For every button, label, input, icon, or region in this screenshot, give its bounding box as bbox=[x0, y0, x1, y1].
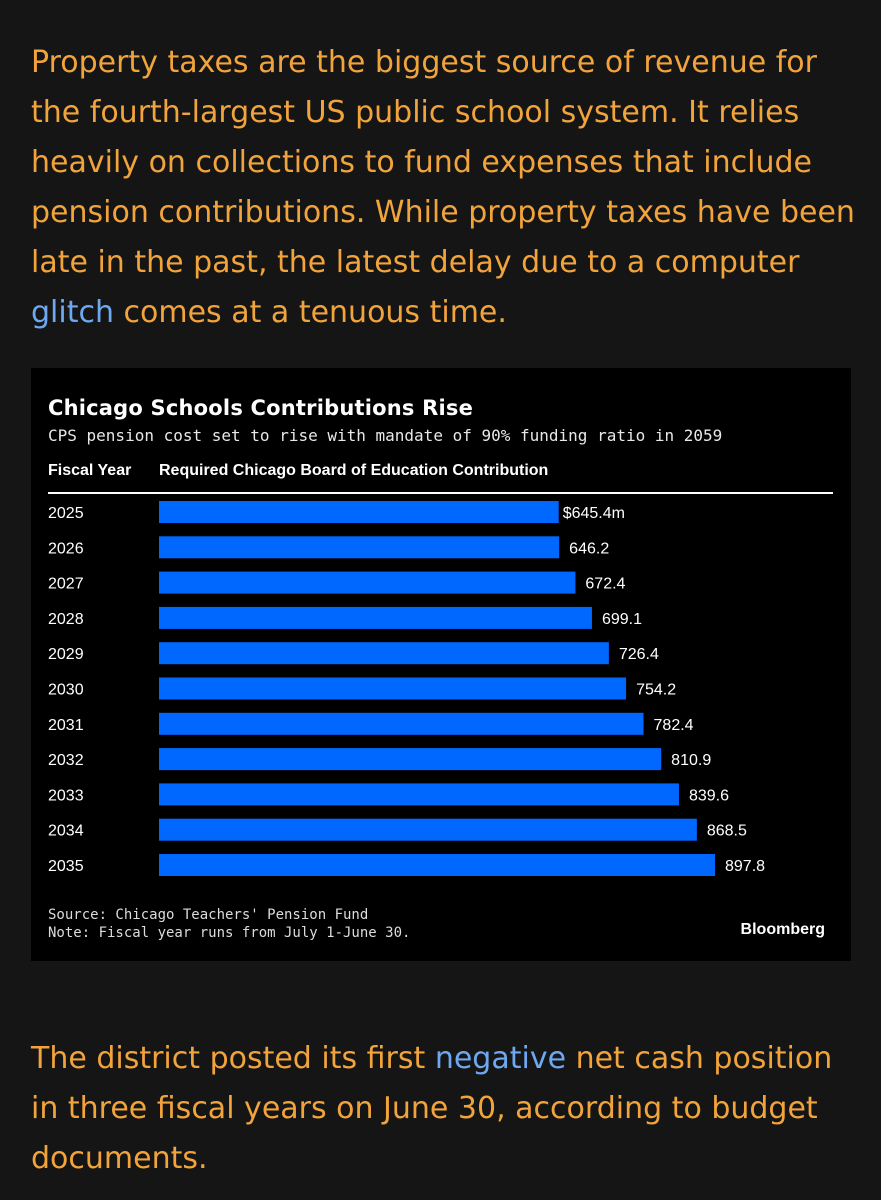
glitch-link[interactable]: glitch bbox=[31, 295, 114, 330]
year-tick-label: 2025 bbox=[48, 505, 84, 522]
bloomberg-logo: Bloomberg bbox=[740, 921, 825, 938]
year-tick-label: 2033 bbox=[48, 787, 84, 804]
bar-chart: 2025 $645.4m 2026 646.2 2027 672.4 2028 699.1 20… bbox=[48, 501, 765, 876]
bar-value-label: 782.4 bbox=[654, 717, 694, 734]
year-tick-label: 2028 bbox=[48, 611, 84, 628]
year-tick-label: 2027 bbox=[48, 576, 84, 593]
year-tick-label: 2032 bbox=[48, 752, 84, 769]
closing-text-start: The district posted its first bbox=[31, 1041, 435, 1076]
contribution-bar bbox=[159, 748, 662, 771]
contribution-bar bbox=[159, 501, 559, 523]
bar-value-label: 897.8 bbox=[725, 858, 765, 875]
fiscal-year-column-header: Fiscal Year bbox=[48, 462, 132, 479]
source-line: Source: Chicago Teachers' Pension Fund bbox=[48, 907, 369, 923]
closing-paragraph: The district posted its first negative n… bbox=[31, 1034, 861, 1184]
contribution-bar bbox=[159, 712, 644, 735]
chart-title: Chicago Schools Contributions Rise bbox=[48, 396, 474, 420]
chart-card: Chicago Schools Contributions Rise CPS p… bbox=[31, 368, 851, 961]
contribution-bar bbox=[159, 642, 609, 665]
bar-value-label: 646.2 bbox=[569, 540, 609, 557]
year-tick-label: 2031 bbox=[48, 717, 84, 734]
year-tick-label: 2030 bbox=[48, 682, 84, 699]
bar-value-label: 672.4 bbox=[585, 576, 625, 593]
bar-value-label: 810.9 bbox=[671, 752, 711, 769]
bar-value-label: 726.4 bbox=[619, 646, 659, 663]
intro-text-start: Property taxes are the biggest source of… bbox=[31, 45, 855, 280]
closing-text-end: net cash position in three fiscal years … bbox=[31, 1041, 833, 1176]
bar-value-label: 699.1 bbox=[602, 611, 642, 628]
contribution-bar bbox=[159, 677, 627, 700]
year-tick-label: 2034 bbox=[48, 823, 84, 840]
year-tick-label: 2035 bbox=[48, 858, 84, 875]
negative-link[interactable]: negative bbox=[434, 1041, 567, 1076]
contribution-bar bbox=[159, 571, 576, 594]
contribution-column-header: Required Chicago Board of Education Cont… bbox=[159, 462, 549, 479]
note-line: Note: Fiscal year runs from July 1-June … bbox=[48, 925, 411, 941]
chart-subtitle: CPS pension cost set to rise with mandat… bbox=[48, 426, 723, 445]
bar-value-label: 754.2 bbox=[636, 682, 676, 699]
contribution-bar bbox=[159, 536, 560, 559]
bar-value-label: 839.6 bbox=[689, 787, 729, 804]
contribution-bar bbox=[159, 854, 715, 876]
contribution-bar bbox=[159, 818, 697, 841]
intro-text-end: comes at a tenuous time. bbox=[113, 295, 507, 330]
bar-value-label: $645.4m bbox=[563, 505, 625, 522]
bar-value-label: 868.5 bbox=[707, 823, 747, 840]
year-tick-label: 2026 bbox=[48, 540, 84, 557]
year-tick-label: 2029 bbox=[48, 646, 84, 663]
chart-source-note: Source: Chicago Teachers' Pension Fund N… bbox=[48, 906, 410, 942]
contribution-bar bbox=[159, 606, 592, 629]
header-divider bbox=[48, 492, 833, 494]
intro-paragraph: Property taxes are the biggest source of… bbox=[31, 38, 861, 338]
contribution-bar bbox=[159, 783, 679, 806]
